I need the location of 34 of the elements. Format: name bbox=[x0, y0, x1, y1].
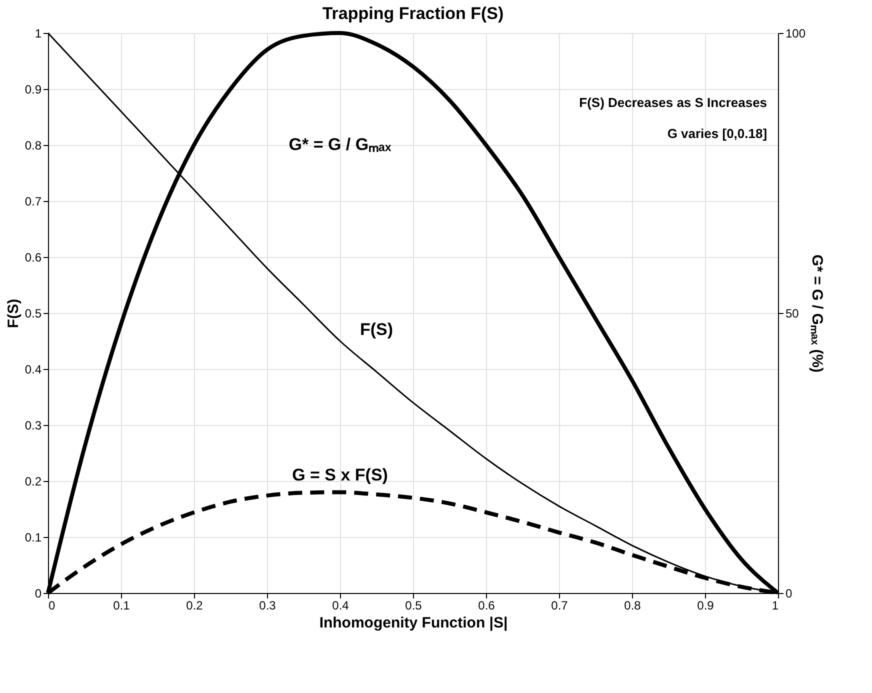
x-tick-label: 0.7 bbox=[551, 598, 568, 612]
chart-title: Trapping Fraction F(S) bbox=[322, 4, 504, 23]
annotation: F(S) bbox=[360, 320, 394, 339]
x-tick-label: 0.3 bbox=[259, 598, 276, 612]
y-tick-label: 0.7 bbox=[24, 194, 42, 208]
x-tick-label: 0.5 bbox=[405, 598, 422, 612]
x-tick-label: 0.4 bbox=[332, 598, 350, 612]
x-tick-label: 0.9 bbox=[697, 598, 714, 612]
x-tick-label: 0 bbox=[48, 598, 56, 612]
y2-tick-label: 100 bbox=[786, 26, 806, 40]
y2-axis-title: G* = G / Gₘₐₓ (%) bbox=[808, 254, 826, 373]
y-tick-label: 0.8 bbox=[24, 138, 42, 152]
y2-tick-label: 0 bbox=[786, 586, 792, 600]
annotation: G* = G / Gₘₐₓ bbox=[288, 135, 392, 154]
x-tick-label: 0.6 bbox=[478, 598, 496, 612]
y2-tick-label: 50 bbox=[786, 306, 800, 320]
y-tick-label: 0.4 bbox=[24, 362, 42, 376]
x-tick-label: 0.2 bbox=[186, 598, 204, 612]
y-tick-label: 0 bbox=[34, 586, 42, 600]
annotation: F(S) Decreases as S Increases bbox=[579, 95, 768, 110]
y-tick-label: 0.5 bbox=[24, 306, 42, 320]
x-tick-label: 0.1 bbox=[113, 598, 130, 612]
x-tick-label: 1 bbox=[772, 598, 779, 612]
x-tick-label: 0.8 bbox=[624, 598, 642, 612]
annotation: G varies [0,0.18] bbox=[667, 126, 768, 141]
annotation: G = S x F(S) bbox=[292, 465, 388, 484]
y-tick-label: 0.3 bbox=[24, 418, 42, 432]
y-tick-label: 1 bbox=[34, 26, 42, 40]
y-tick-label: 0.1 bbox=[24, 530, 42, 544]
y-tick-label: 0.2 bbox=[24, 474, 42, 488]
y-tick-label: 0.9 bbox=[24, 82, 42, 96]
y-axis-title: F(S) bbox=[4, 298, 22, 328]
x-axis-title: Inhomogenity Function |S| bbox=[319, 614, 508, 632]
y-tick-label: 0.6 bbox=[24, 250, 42, 264]
